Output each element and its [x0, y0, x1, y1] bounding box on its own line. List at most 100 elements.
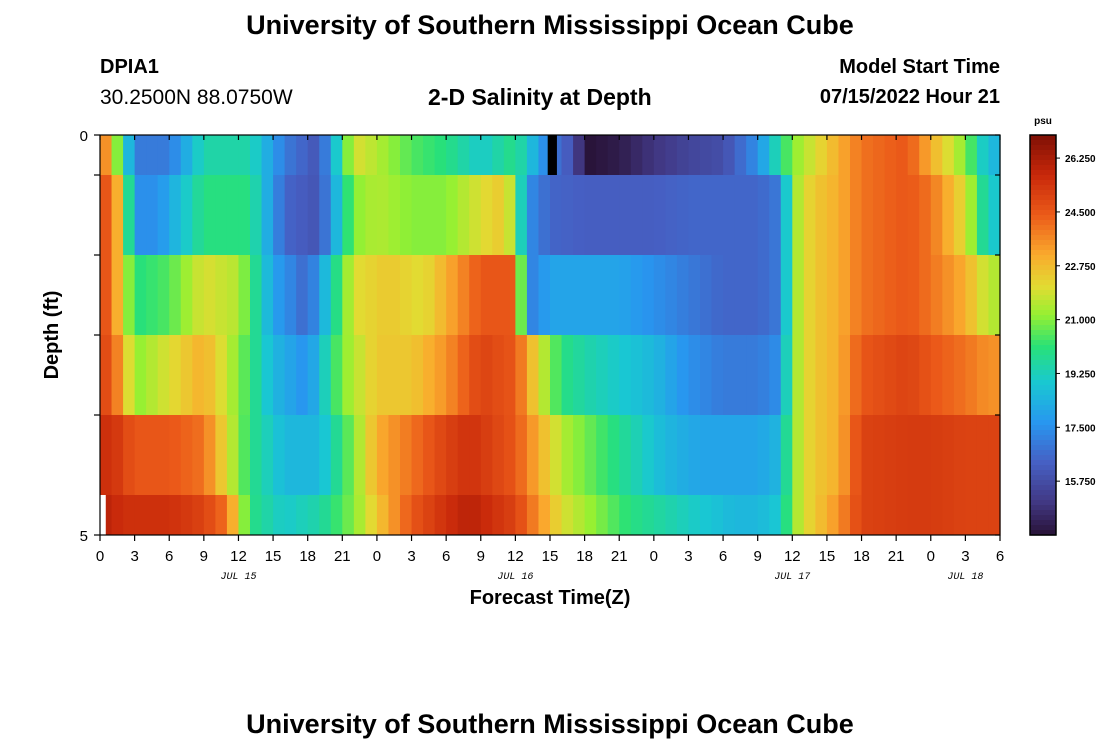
colorbar-segment — [1030, 185, 1056, 191]
heatmap-cell — [411, 495, 424, 535]
heatmap-cell — [873, 175, 886, 255]
heatmap-cell — [700, 415, 713, 495]
colorbar-segment — [1030, 425, 1056, 431]
heatmap-cell — [700, 255, 713, 335]
heatmap-cell — [550, 335, 563, 415]
heatmap-cell — [353, 255, 366, 335]
heatmap-cell — [965, 495, 978, 535]
heatmap-cell — [319, 335, 332, 415]
heatmap-cell — [388, 175, 401, 255]
heatmap-cell — [365, 495, 378, 535]
colorbar-segment — [1030, 245, 1056, 251]
heatmap-cell — [907, 135, 920, 175]
heatmap-cell — [930, 135, 943, 175]
colorbar-segment — [1030, 435, 1056, 441]
heatmap-cell — [653, 335, 666, 415]
heatmap-cell — [757, 255, 770, 335]
heatmap-cell — [330, 335, 343, 415]
heatmap-cell — [469, 415, 482, 495]
x-tick-label: 0 — [96, 548, 104, 565]
colorbar-segment — [1030, 430, 1056, 436]
date-label: JUL 15 — [220, 572, 256, 583]
heatmap-cell — [942, 495, 955, 535]
heatmap-cell — [826, 335, 840, 415]
heatmap-cell — [238, 135, 251, 175]
heatmap-cell — [896, 175, 909, 255]
heatmap-cell — [203, 175, 216, 255]
heatmap-cell — [630, 255, 643, 335]
colorbar-segment — [1030, 350, 1056, 356]
heatmap-cell — [723, 255, 736, 335]
colorbar-segment — [1030, 390, 1056, 396]
heatmap-cell — [907, 175, 920, 255]
heatmap-cell — [180, 335, 193, 415]
heatmap-cell — [561, 255, 574, 335]
heatmap-cell — [838, 415, 851, 495]
heatmap-cell — [134, 495, 147, 535]
heatmap-cell — [711, 135, 724, 175]
colorbar-segment — [1030, 510, 1056, 516]
heatmap-cell — [365, 135, 378, 175]
heatmap-cell — [688, 135, 701, 175]
colorbar-segment — [1030, 485, 1056, 491]
heatmap-cell — [850, 495, 863, 535]
colorbar-tick-label: 22.750 — [1065, 262, 1096, 273]
heatmap-cell — [423, 175, 436, 255]
heatmap-cell — [296, 255, 309, 335]
heatmap-cell — [803, 175, 816, 255]
colorbar-segment — [1030, 345, 1056, 351]
heatmap-black-column — [547, 135, 557, 175]
colorbar-segment — [1030, 190, 1056, 196]
heatmap-cell — [515, 255, 528, 335]
heatmap-cell — [826, 255, 840, 335]
heatmap-cell — [584, 255, 597, 335]
heatmap-cell — [619, 135, 632, 175]
heatmap-white-gap — [100, 495, 106, 535]
heatmap-cell — [665, 335, 678, 415]
colorbar-segment — [1030, 500, 1056, 506]
heatmap-cell — [676, 495, 690, 535]
colorbar-segment — [1030, 300, 1056, 306]
heatmap-cell — [803, 255, 816, 335]
heatmap-cell — [226, 335, 240, 415]
heatmap-cell — [492, 335, 505, 415]
heatmap-cell — [769, 495, 782, 535]
heatmap-cell — [307, 415, 320, 495]
heatmap-cell — [388, 415, 401, 495]
heatmap-cell — [111, 335, 124, 415]
heatmap-cell — [919, 135, 932, 175]
colorbar-segment — [1030, 210, 1056, 216]
colorbar-tick-label: 15.750 — [1065, 477, 1096, 488]
heatmap-cell — [411, 415, 424, 495]
colorbar-tick-label: 17.500 — [1065, 423, 1096, 434]
heatmap-cell — [342, 175, 355, 255]
heatmap-cell — [653, 175, 666, 255]
heatmap-cell — [457, 135, 470, 175]
heatmap-cell — [146, 135, 159, 175]
heatmap-cell — [953, 135, 966, 175]
heatmap-cell — [746, 255, 759, 335]
heatmap-cell — [169, 335, 182, 415]
heatmap-cell — [596, 335, 609, 415]
heatmap-cell — [792, 135, 805, 175]
heatmap-cell — [353, 135, 366, 175]
footer-title: University of Southern Mississippi Ocean… — [246, 709, 854, 739]
heatmap-cell — [896, 415, 909, 495]
heatmap-cell — [446, 335, 459, 415]
heatmap-cell — [203, 415, 216, 495]
heatmap-cell — [688, 255, 701, 335]
heatmap-cell — [123, 255, 136, 335]
heatmap-cell — [319, 135, 332, 175]
heatmap-cell — [561, 135, 574, 175]
heatmap-cell — [180, 175, 193, 255]
heatmap-cell — [803, 415, 816, 495]
heatmap-cell — [942, 175, 955, 255]
heatmap-cell — [111, 135, 124, 175]
heatmap-cell — [273, 255, 286, 335]
heatmap-cell — [146, 495, 159, 535]
heatmap-cell — [526, 135, 540, 175]
heatmap-cell — [400, 335, 413, 415]
heatmap-cell — [180, 495, 193, 535]
station-coordinates: 30.2500N 88.0750W — [100, 86, 293, 109]
heatmap-cell — [100, 415, 113, 495]
